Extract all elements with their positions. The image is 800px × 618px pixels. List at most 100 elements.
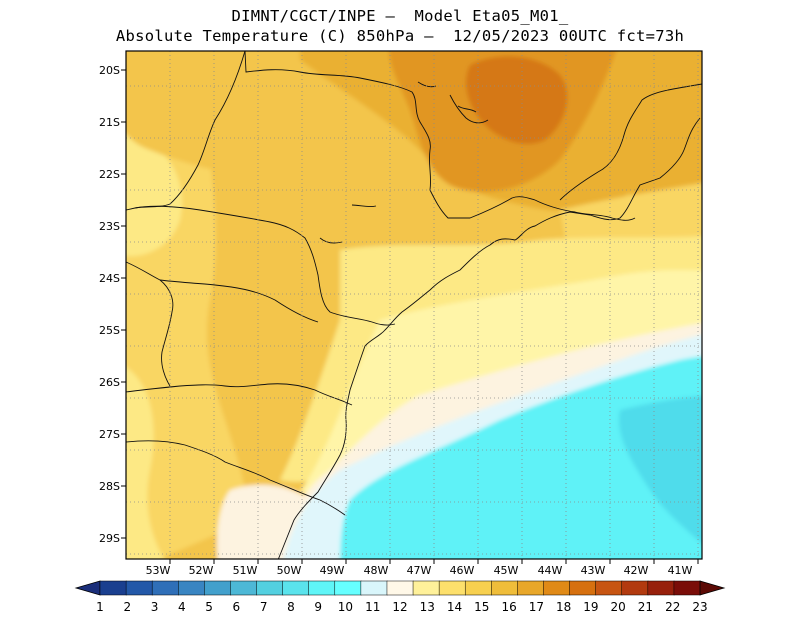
colorbar-label: 14 — [447, 600, 462, 614]
axis-ticks — [121, 69, 699, 564]
colorbar-label: 15 — [474, 600, 489, 614]
colorbar-label: 5 — [205, 600, 213, 614]
colorbar-label: 10 — [338, 600, 353, 614]
lat-label-23s: 23S — [99, 220, 120, 233]
state-border-sc-rs — [126, 440, 346, 516]
lat-label-21s: 21S — [99, 116, 120, 129]
chart-title-line-1: DIMNT/CGCT/INPE — Model Eta05_M01_ — [231, 7, 569, 25]
lon-label-41w: 41W — [668, 564, 693, 577]
borders — [126, 51, 702, 559]
state-border-sp-mg — [244, 51, 536, 219]
colorbar-segments — [99, 580, 701, 596]
colorbar-segment — [230, 580, 258, 596]
colorbar-segment — [178, 580, 205, 596]
colorbar-label: 12 — [392, 600, 407, 614]
colorbar-segment — [99, 580, 127, 596]
colorbar-labels: 1 2 3 4 5 6 7 8 9 10 11 12 13 14 15 16 17 18 19 20 21 22 23 — [96, 600, 707, 614]
colorbar-arrow-right — [699, 580, 726, 596]
lat-label-24s: 24S — [99, 272, 120, 285]
temperature-field — [126, 51, 702, 559]
colorbar-segment — [386, 580, 414, 596]
lon-label-47w: 47W — [407, 564, 432, 577]
state-border-mg-es — [559, 83, 702, 201]
colorbar-segment — [282, 580, 310, 596]
state-border-mg-rj — [534, 199, 636, 221]
lon-label-44w: 44W — [538, 564, 563, 577]
state-border-pr-sc — [126, 383, 353, 406]
field-cream-sw — [217, 484, 310, 559]
coastline — [277, 117, 701, 559]
river-tiete — [159, 279, 319, 323]
chart-title-line-2: Absolute Temperature (C) 850hPa — 12/05/… — [115, 27, 685, 45]
lon-label-48w: 48W — [364, 564, 389, 577]
colorbar-segment — [595, 580, 623, 596]
colorbar-label: 21 — [638, 600, 653, 614]
colorbar-label: 19 — [583, 600, 598, 614]
colorbar-segment — [464, 580, 492, 596]
lat-label-26s: 26S — [99, 376, 120, 389]
grid-lines — [126, 51, 702, 559]
lon-label-49w: 49W — [320, 564, 345, 577]
field-west-light — [126, 127, 182, 257]
lat-label-22s: 22S — [99, 168, 120, 181]
lake-furnas — [449, 94, 489, 124]
colorbar-label: 3 — [151, 600, 159, 614]
colorbar-segment — [308, 580, 336, 596]
colorbar-label: 7 — [260, 600, 268, 614]
lon-label-42w: 42W — [624, 564, 649, 577]
field-cyan-deep — [619, 395, 702, 544]
colorbar-label: 2 — [123, 600, 131, 614]
field-cyan — [340, 356, 702, 559]
lon-label-50w: 50W — [277, 564, 302, 577]
colorbar: 1 2 3 4 5 6 7 8 9 10 11 12 13 14 15 16 17 18 19 20 21 22 23 — [74, 580, 726, 614]
colorbar-label: 23 — [692, 600, 707, 614]
country-border-west — [126, 261, 174, 387]
lat-label-20s: 20S — [99, 64, 120, 77]
colorbar-segment — [125, 580, 153, 596]
colorbar-segment — [491, 580, 519, 596]
colorbar-label: 11 — [365, 600, 380, 614]
colorbar-label: 1 — [96, 600, 104, 614]
colorbar-segment — [256, 580, 284, 596]
lat-label-27s: 27S — [99, 428, 120, 441]
colorbar-label: 20 — [611, 600, 626, 614]
colorbar-segment — [360, 580, 388, 596]
colorbar-segment — [334, 580, 362, 596]
map-frame — [125, 50, 703, 560]
colorbar-segment — [543, 580, 571, 596]
colorbar-label: 16 — [501, 600, 516, 614]
colorbar-label: 8 — [287, 600, 295, 614]
lat-label-28s: 28S — [99, 480, 120, 493]
lon-label-45w: 45W — [494, 564, 519, 577]
lon-label-46w: 46W — [450, 564, 475, 577]
colorbar-label: 18 — [556, 600, 571, 614]
lat-axis-labels: 20S 21S 22S 23S 24S 25S 26S 27S 28S 29S — [99, 64, 120, 545]
colorbar-segment — [569, 580, 597, 596]
lat-label-25s: 25S — [99, 324, 120, 337]
colorbar-segment — [647, 580, 675, 596]
colorbar-segment — [438, 580, 466, 596]
field-northeast — [621, 51, 702, 197]
colorbar-label: 6 — [233, 600, 241, 614]
lon-axis-labels: 53W 52W 51W 50W 49W 48W 47W 46W 45W 44W … — [146, 564, 693, 577]
lon-label-51w: 51W — [233, 564, 258, 577]
lon-label-43w: 43W — [581, 564, 606, 577]
lon-label-52w: 52W — [189, 564, 214, 577]
field-north-hottest — [465, 56, 568, 145]
colorbar-segment — [412, 580, 440, 596]
colorbar-segment — [204, 580, 232, 596]
lat-label-29s: 29S — [99, 532, 120, 545]
colorbar-label: 4 — [178, 600, 186, 614]
colorbar-label: 17 — [529, 600, 544, 614]
lon-label-53w: 53W — [146, 564, 171, 577]
colorbar-arrow-left — [74, 580, 101, 596]
colorbar-label: 22 — [665, 600, 680, 614]
colorbar-label: 9 — [314, 600, 322, 614]
colorbar-segment — [151, 580, 179, 596]
state-border-sp-pr — [134, 205, 396, 326]
colorbar-segment — [621, 580, 649, 596]
colorbar-segment — [517, 580, 545, 596]
colorbar-label: 13 — [420, 600, 435, 614]
field-west-light-2 — [126, 367, 165, 559]
